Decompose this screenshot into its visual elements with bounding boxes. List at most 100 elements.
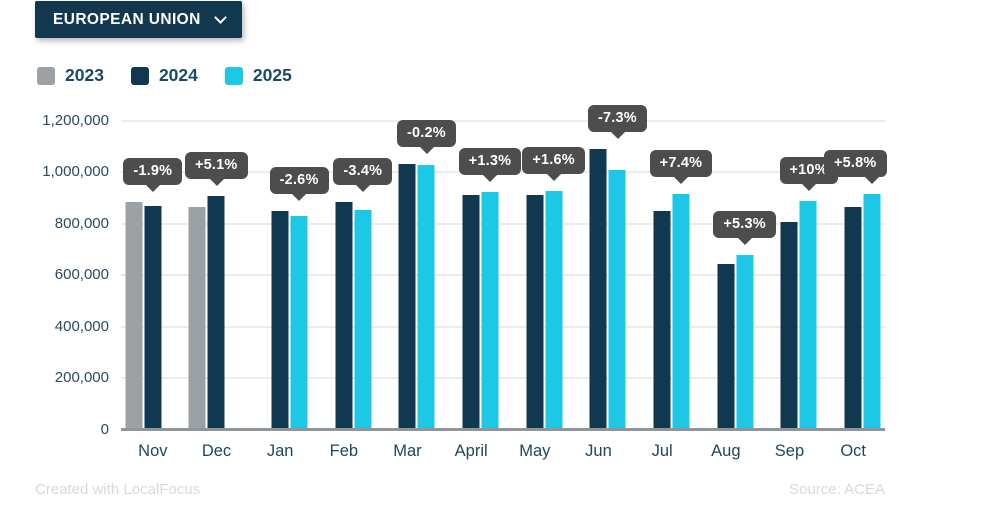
legend-item-2024[interactable]: 2024 (130, 65, 198, 86)
bar-group-Dec: Dec (185, 121, 249, 460)
bar-2025-Mar[interactable] (417, 165, 435, 430)
bar-cluster (188, 196, 244, 430)
bar-slot-2024 (844, 207, 862, 430)
tooltip-pointer (209, 179, 224, 186)
tooltip-pointer (865, 177, 880, 184)
x-tick-label: Jul (651, 442, 673, 460)
legend-label: 2023 (65, 65, 104, 85)
bar-slot-2024 (653, 211, 671, 430)
bar-2025-Sep[interactable] (799, 201, 817, 430)
bar-2025-Feb[interactable] (354, 210, 372, 430)
bar-slot-2025 (417, 165, 435, 430)
x-tick-label: Dec (201, 442, 232, 460)
x-tick-label: Sep (774, 442, 805, 460)
bar-2024-May[interactable] (526, 195, 544, 430)
legend-swatch-2024 (130, 66, 149, 85)
bar-slot-2024 (207, 196, 225, 430)
change-tooltip-Nov: -1.9% (123, 158, 183, 192)
bar-2025-May[interactable] (545, 191, 563, 430)
legend-item-2023[interactable]: 2023 (37, 65, 104, 86)
bar-2024-April[interactable] (462, 195, 480, 430)
bar-2024-Aug[interactable] (717, 264, 735, 430)
legend-label: 2025 (252, 65, 292, 85)
tooltip-pointer (801, 184, 816, 191)
bar-cluster (380, 164, 435, 430)
gridline (121, 377, 885, 379)
bar-slot-2024 (780, 222, 798, 430)
bar-group-Oct: Oct (821, 121, 885, 460)
bar-2023-Dec[interactable] (188, 207, 206, 430)
chevron-down-icon (213, 11, 227, 24)
bar-group-April: April (439, 121, 503, 460)
tooltip-pointer (292, 194, 307, 201)
gridline (121, 326, 885, 328)
bar-group-Aug: Aug (694, 121, 758, 460)
bar-2025-Jun[interactable] (608, 170, 626, 430)
change-tooltip-April: +1.3% (458, 148, 522, 182)
y-tick-label: 0 (100, 421, 109, 438)
bar-2025-April[interactable] (481, 192, 499, 430)
bar-cluster (253, 211, 308, 430)
legend-swatch-2025 (224, 66, 243, 85)
x-tick-label: Oct (840, 442, 866, 460)
legend-item-2025[interactable]: 2025 (224, 65, 292, 86)
x-tick-label: Jan (266, 442, 294, 460)
bar-cluster (762, 201, 817, 430)
bar-2024-Dec[interactable] (207, 196, 225, 430)
change-tooltip-Mar: -0.2% (397, 120, 456, 154)
bar-2023-Nov[interactable] (125, 202, 143, 430)
tooltip-pointer (355, 185, 370, 192)
tooltip-pointer (546, 174, 561, 181)
change-tooltip-Aug: +5.3% (713, 211, 776, 245)
bar-cluster (444, 192, 499, 430)
x-tick-label: April (454, 442, 488, 460)
y-tick-label: 1,000,000 (42, 163, 109, 180)
y-tick-label: 1,200,000 (42, 112, 109, 129)
bar-group-May: May (503, 121, 567, 460)
bar-slot-2024 (335, 202, 353, 430)
bar-group-Jun: Jun (567, 121, 631, 460)
bar-2024-Sep[interactable] (780, 222, 798, 430)
change-tooltip-Dec: +5.1% (185, 152, 248, 186)
bar-slot-2024 (717, 264, 735, 430)
y-tick-label: 200,000 (54, 369, 109, 386)
x-tick-label: Nov (138, 442, 168, 460)
source-text: Source: ACEA (789, 481, 885, 498)
y-axis: 0 200,000 400,000 600,000 800,000 1,000,000 1,… (0, 112, 109, 438)
bar-slot-2025 (799, 201, 817, 430)
bar-slot-2025 (608, 170, 626, 430)
x-tick-label: Jun (585, 442, 612, 460)
bar-slot-2025 (545, 191, 563, 430)
change-tooltip-Jan: -2.6% (269, 167, 329, 201)
bar-slot-2024 (589, 149, 607, 430)
bar-2025-Aug[interactable] (736, 255, 754, 430)
bar-cluster (507, 191, 563, 430)
change-tooltip-Feb: -3.4% (333, 158, 393, 192)
bar-slot-2024 (144, 206, 162, 430)
bar-2024-Mar[interactable] (398, 164, 416, 430)
bar-group-Nov: Nov (121, 121, 185, 460)
bar-2024-Jan[interactable] (271, 211, 289, 430)
bar-cluster (698, 255, 754, 430)
bar-2024-Jun[interactable] (589, 149, 607, 430)
plot-area: Nov -1.9% Dec +5.1% Jan -2.6% Feb -3.4% Mar -0.2%… (121, 105, 887, 460)
change-tooltip-Oct: +5.8% (824, 150, 887, 184)
gridline (121, 274, 885, 276)
region-dropdown[interactable]: EUROPEAN UNION (35, 1, 242, 38)
x-tick-label: Mar (393, 442, 422, 460)
bar-2024-Jul[interactable] (653, 211, 671, 430)
bar-2025-Jan[interactable] (290, 216, 308, 430)
bar-slot-2024 (271, 211, 289, 430)
bar-2024-Oct[interactable] (844, 207, 862, 430)
bar-slot-2023 (188, 207, 206, 430)
bar-2025-Oct[interactable] (863, 194, 881, 430)
bar-cluster (571, 149, 626, 430)
change-tooltip-May: +1.6% (522, 147, 585, 181)
bar-2024-Nov[interactable] (144, 206, 162, 430)
bar-2025-Jul[interactable] (672, 194, 690, 430)
bar-2024-Feb[interactable] (335, 202, 353, 430)
gridline (121, 120, 885, 122)
bar-group-Jul: Jul (630, 121, 694, 460)
tooltip-pointer (419, 147, 434, 154)
